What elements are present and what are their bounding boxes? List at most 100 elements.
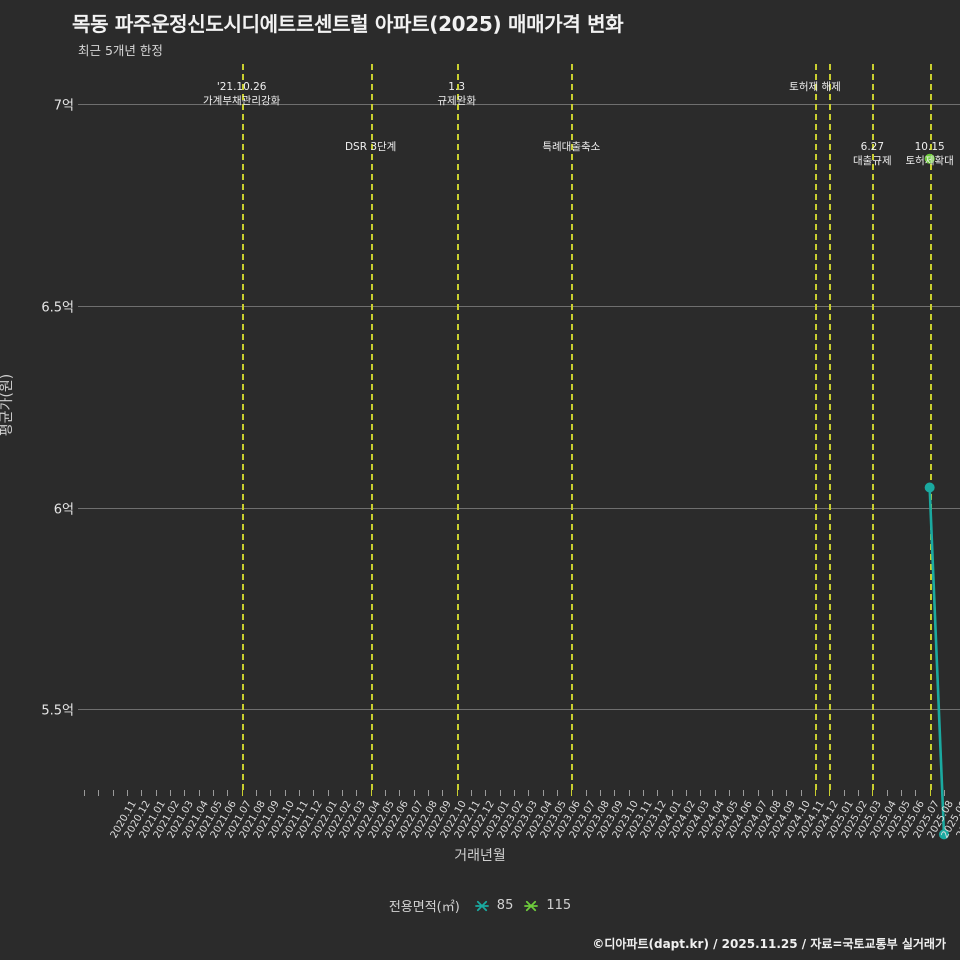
x-tick-mark <box>299 790 300 796</box>
y-tick-label: 5.5억 <box>41 703 74 719</box>
x-tick-mark <box>714 790 716 796</box>
gridline <box>78 306 960 307</box>
x-tick-mark <box>571 790 573 796</box>
x-tick-mark <box>456 790 458 796</box>
x-axis-label: 거래년월 <box>454 848 506 864</box>
event-label: 토허제 해제 <box>789 80 841 94</box>
event-line <box>829 64 832 790</box>
data-point-115[interactable] <box>924 153 935 164</box>
x-tick-mark <box>628 790 630 796</box>
x-tick-mark <box>413 790 415 796</box>
x-tick-mark <box>256 790 257 796</box>
legend-item-115[interactable]: 115 <box>523 898 571 914</box>
event-date: 1.3 <box>448 81 466 93</box>
event-date: 10.15 <box>914 141 945 153</box>
x-tick-mark <box>270 790 272 796</box>
y-tick-label: 6.5억 <box>41 300 74 316</box>
gridline <box>78 104 960 106</box>
y-tick-label: 7억 <box>53 98 74 114</box>
x-tick-mark <box>127 790 128 796</box>
x-tick-mark <box>743 790 745 796</box>
legend-label-115: 115 <box>546 898 572 913</box>
event-line <box>815 64 817 790</box>
event-label: 6.27 대출규제 <box>853 140 892 168</box>
event-name: DSR 3단계 <box>344 141 397 153</box>
x-tick-mark <box>213 790 214 796</box>
x-tick-mark <box>227 790 229 796</box>
x-tick-mark <box>399 790 401 796</box>
data-point-85[interactable] <box>924 482 935 493</box>
x-tick-mark <box>170 790 171 796</box>
x-tick-mark <box>385 790 386 796</box>
event-line <box>241 64 244 790</box>
x-tick-mark <box>342 790 343 796</box>
x-tick-mark <box>141 790 143 796</box>
event-line <box>929 64 932 790</box>
page-subtitle: 최근 5개년 한정 <box>78 43 163 58</box>
x-tick-mark <box>872 790 874 796</box>
page-title: 목동 파주운정신도시디에트르센트럴 아파트(2025) 매매가격 변화 <box>72 12 624 36</box>
gridline <box>78 709 960 711</box>
plot-area: 7억 6.5억 6억 5.5억 <box>41 64 960 840</box>
x-tick-mark <box>886 790 888 796</box>
x-tick-mark <box>198 790 200 796</box>
x-tick-mark <box>657 790 659 796</box>
x-tick-mark <box>112 790 114 796</box>
x-tick-mark <box>686 790 687 796</box>
x-tick-mark <box>614 790 616 796</box>
x-tick-mark <box>442 790 444 796</box>
x-tick-mark <box>944 790 945 796</box>
x-tick-mark <box>98 790 100 796</box>
legend-title: 전용면적(㎡) <box>388 900 460 915</box>
x-tick-mark <box>313 790 315 796</box>
event-label: 특례대출축소 <box>542 140 600 154</box>
x-tick-mark <box>729 790 730 796</box>
event-label: '21.10.26 가계부채관리강화 <box>203 80 280 108</box>
footer-credit: ©디아파트(dapt.kr) / 2025.11.25 / 자료=국토교통부 실… <box>592 937 946 951</box>
x-tick-mark <box>528 790 530 796</box>
x-tick-mark <box>671 790 673 796</box>
x-tick-mark <box>428 790 429 796</box>
data-point-85[interactable] <box>939 829 949 840</box>
x-tick-mark <box>485 790 487 796</box>
event-name: 규제완화 <box>437 95 476 108</box>
event-label: 10.15 토허제확대 <box>906 140 954 168</box>
x-tick-mark <box>184 790 186 796</box>
x-tick-mark <box>915 790 917 796</box>
x-tick-mark <box>772 790 773 796</box>
x-tick-mark <box>929 790 931 796</box>
x-tick-mark <box>514 790 515 796</box>
x-tick-mark <box>800 790 802 796</box>
legend-label-85: 85 <box>496 898 514 913</box>
x-tick-mark <box>815 790 816 796</box>
event-name: 대출규제 <box>853 155 892 168</box>
x-tick-mark <box>499 790 501 796</box>
event-line <box>370 64 373 790</box>
legend: 전용면적(㎡) 85 115 <box>0 896 960 915</box>
event-name: 토허제확대 <box>905 155 954 168</box>
y-tick-label: 6억 <box>53 502 74 518</box>
series-line-85 <box>928 487 946 835</box>
x-tick-mark <box>241 790 243 796</box>
x-tick-mark <box>284 790 286 796</box>
x-axis-ticks: 2020.11 2020.12 2021.01 2021.02 2021.03 2021.… <box>78 790 960 860</box>
legend-item-85[interactable]: 85 <box>474 898 514 914</box>
x-tick-mark <box>786 790 788 796</box>
event-line <box>571 64 574 790</box>
event-label: 1.3 규제완화 <box>437 80 476 108</box>
event-name: 가계부채관리강화 <box>203 95 281 108</box>
asterisk-icon <box>524 900 539 911</box>
series-layer <box>924 153 949 840</box>
event-label: DSR 3단계 <box>345 140 396 154</box>
x-tick-mark <box>843 790 845 796</box>
event-date: 6.27 <box>860 141 885 153</box>
x-tick-mark <box>370 790 372 796</box>
x-tick-mark <box>327 790 329 796</box>
x-tick-mark <box>829 790 831 796</box>
event-line <box>872 64 875 790</box>
x-tick-mark <box>643 790 644 796</box>
y-axis-label: 평균가(원) <box>0 373 15 437</box>
event-date: '21.10.26 <box>216 81 267 93</box>
x-tick-mark <box>155 790 157 796</box>
